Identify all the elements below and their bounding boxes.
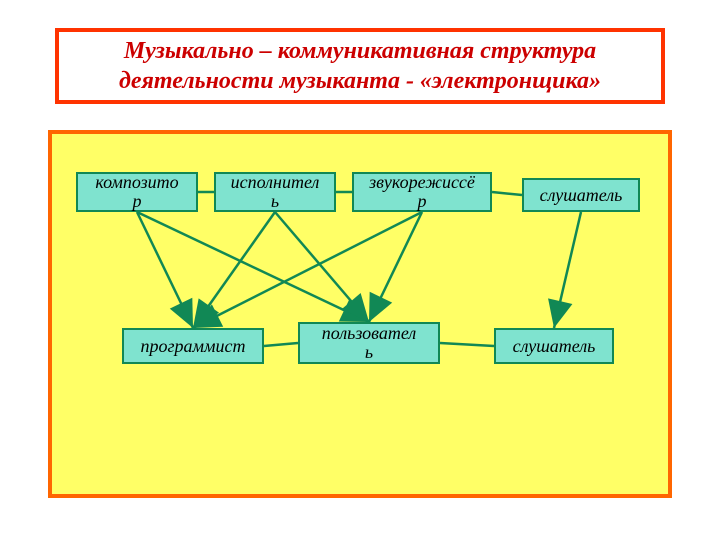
node-label: программист bbox=[141, 337, 246, 356]
node-label: слушатель bbox=[513, 337, 596, 356]
title-text: Музыкально – коммуникативная структура д… bbox=[69, 36, 651, 96]
node-listener2: слушатель bbox=[494, 328, 614, 364]
node-user: пользовател ь bbox=[298, 322, 440, 364]
node-composer: композито р bbox=[76, 172, 198, 212]
diagram-stage: { "canvas": { "width": 720, "height": 54… bbox=[0, 0, 720, 540]
node-label: звукорежиссё р bbox=[369, 173, 475, 211]
node-programmer: программист bbox=[122, 328, 264, 364]
node-label: композито р bbox=[95, 173, 178, 211]
node-listener1: слушатель bbox=[522, 178, 640, 212]
node-label: слушатель bbox=[540, 186, 623, 205]
node-label: пользовател ь bbox=[322, 324, 416, 362]
node-performer: исполнител ь bbox=[214, 172, 336, 212]
title-box: Музыкально – коммуникативная структура д… bbox=[55, 28, 665, 104]
node-sounddir: звукорежиссё р bbox=[352, 172, 492, 212]
node-label: исполнител ь bbox=[231, 173, 320, 211]
